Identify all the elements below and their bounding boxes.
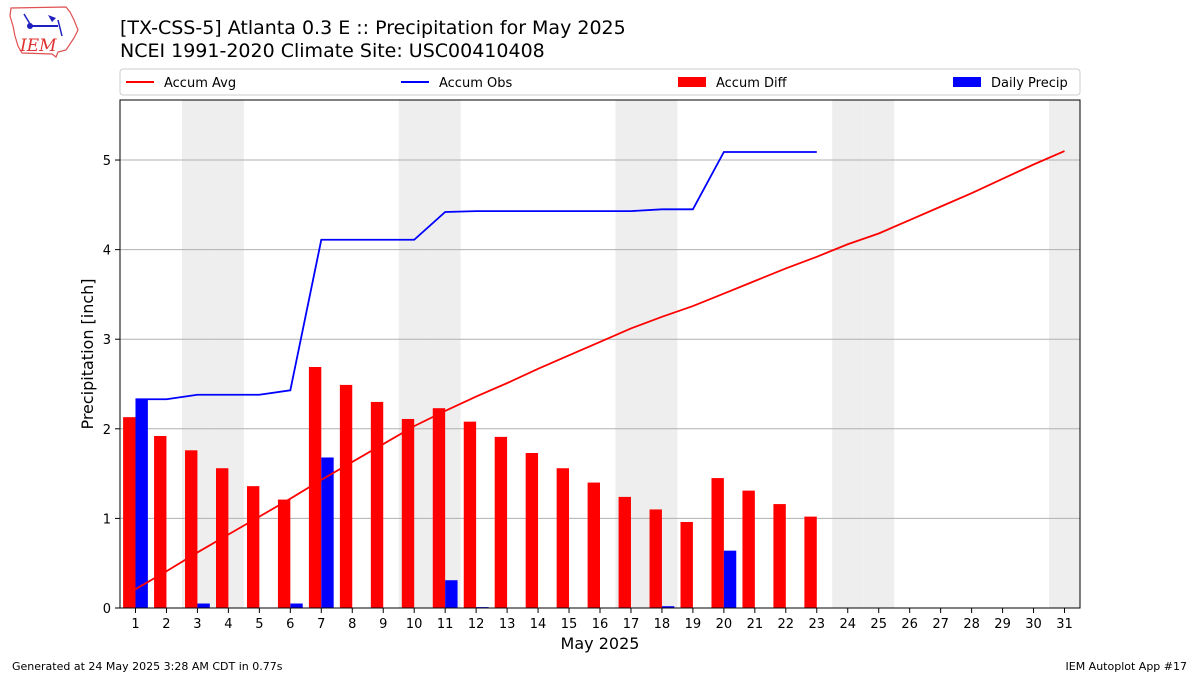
x-tick-label: 13: [499, 617, 516, 632]
x-tick-label: 25: [870, 617, 887, 632]
accum-avg-line: [135, 150, 1065, 590]
legend-entry: Accum Obs: [439, 76, 512, 91]
accum-diff-bar: [742, 490, 755, 608]
daily-precip-bar: [135, 399, 148, 608]
x-tick-label: 23: [809, 617, 826, 632]
x-tick-label: 24: [839, 617, 856, 632]
accum-diff-bar: [185, 450, 198, 608]
x-tick-label: 11: [437, 617, 454, 632]
x-tick-label: 7: [317, 617, 325, 632]
x-tick-label: 19: [685, 617, 702, 632]
x-tick-label: 18: [654, 617, 671, 632]
accum-diff-bar: [649, 509, 662, 608]
generated-timestamp: Generated at 24 May 2025 3:28 AM CDT in …: [12, 660, 283, 673]
x-tick-label: 9: [379, 617, 387, 632]
x-tick-label: 26: [901, 617, 918, 632]
x-tick-label: 10: [406, 617, 423, 632]
accum-diff-bar: [246, 486, 260, 608]
daily-precip-bar: [197, 603, 210, 608]
accum-diff-bar: [123, 417, 136, 608]
accum-diff-bar: [370, 401, 384, 608]
x-tick-label: 1: [131, 617, 139, 632]
daily-precip-bar: [661, 606, 675, 608]
y-tick-label: 2: [103, 423, 111, 438]
x-tick-label: 2: [162, 617, 170, 632]
x-tick-label: 17: [623, 617, 640, 632]
x-tick-label: 4: [224, 617, 232, 632]
x-tick-label: 16: [592, 617, 609, 632]
y-tick-label: 1: [103, 512, 111, 527]
x-tick-label: 30: [1025, 617, 1042, 632]
weekend-shade: [863, 100, 895, 608]
logo-text: IEM: [19, 36, 57, 56]
iowa-state-outline-icon: [9, 6, 79, 58]
accum-diff-bar: [463, 421, 477, 608]
y-tick-label: 0: [103, 602, 111, 617]
weekend-shade: [832, 100, 864, 608]
accum-diff-bar: [432, 408, 446, 608]
x-tick-label: 29: [994, 617, 1011, 632]
accum-obs-line: [135, 151, 817, 401]
daily-precip-bar: [445, 580, 458, 608]
accum-diff-bar: [804, 516, 817, 608]
accum-diff-bar: [401, 418, 415, 608]
weekend-shade: [1049, 100, 1080, 608]
chart-subtitle: NCEI 1991-2020 Climate Site: USC00410408: [120, 40, 545, 62]
legend-swatch-bar: [678, 77, 706, 87]
x-tick-label: 15: [561, 617, 578, 632]
iem-logo: IEM: [9, 6, 79, 58]
x-axis-label: May 2025: [561, 634, 640, 653]
x-tick-label: 31: [1056, 617, 1073, 632]
y-tick-label: 5: [103, 154, 111, 169]
accum-diff-bar: [525, 453, 539, 608]
app-attribution: IEM Autoplot App #17: [1065, 660, 1188, 673]
x-tick-label: 8: [348, 617, 356, 632]
x-tick-label: 14: [530, 617, 547, 632]
daily-precip-bar: [321, 457, 334, 608]
daily-precip-bar: [290, 603, 303, 608]
accum-diff-bar: [618, 496, 631, 608]
x-tick-label: 20: [716, 617, 733, 632]
legend-entry: Daily Precip: [991, 76, 1068, 91]
accum-diff-bar: [154, 435, 167, 608]
x-tick-label: 27: [932, 617, 949, 632]
accum-diff-bar: [308, 366, 322, 608]
x-tick-label: 6: [286, 617, 294, 632]
accum-diff-bar: [339, 384, 353, 608]
legend-entry: Accum Diff: [716, 76, 788, 91]
accum-diff-bar: [494, 436, 508, 608]
x-tick-label: 5: [255, 617, 263, 632]
chart-title: [TX-CSS-5] Atlanta 0.3 E :: Precipitatio…: [120, 17, 626, 39]
legend-box: [119, 68, 1081, 96]
accum-diff-bar: [680, 521, 693, 608]
x-tick-label: 21: [747, 617, 764, 632]
accum-diff-bar: [773, 504, 786, 608]
legend-entry: Accum Avg: [164, 76, 236, 91]
y-tick-label: 4: [103, 244, 111, 259]
legend-swatch-bar: [953, 77, 981, 87]
y-tick-label: 3: [103, 333, 111, 348]
x-tick-label: 28: [963, 617, 980, 632]
x-tick-label: 22: [778, 617, 795, 632]
accum-diff-bar: [556, 468, 570, 608]
accum-diff-bar: [277, 499, 291, 608]
accum-diff-bar: [587, 482, 600, 608]
accum-diff-bar: [711, 478, 724, 608]
daily-precip-bar: [723, 550, 737, 608]
y-axis-label: Precipitation [inch]: [78, 278, 97, 429]
x-tick-label: 12: [468, 617, 485, 632]
x-tick-label: 3: [193, 617, 201, 632]
